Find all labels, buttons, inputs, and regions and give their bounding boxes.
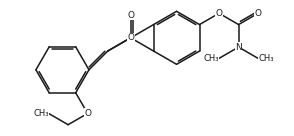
Text: N: N bbox=[235, 43, 242, 52]
Text: O: O bbox=[84, 109, 91, 118]
Text: O: O bbox=[127, 11, 134, 20]
Text: O: O bbox=[127, 33, 134, 42]
Text: CH₃: CH₃ bbox=[33, 109, 49, 118]
Text: CH₃: CH₃ bbox=[258, 54, 274, 63]
Text: O: O bbox=[216, 9, 223, 18]
Text: CH₃: CH₃ bbox=[203, 54, 219, 63]
Text: O: O bbox=[255, 9, 262, 18]
